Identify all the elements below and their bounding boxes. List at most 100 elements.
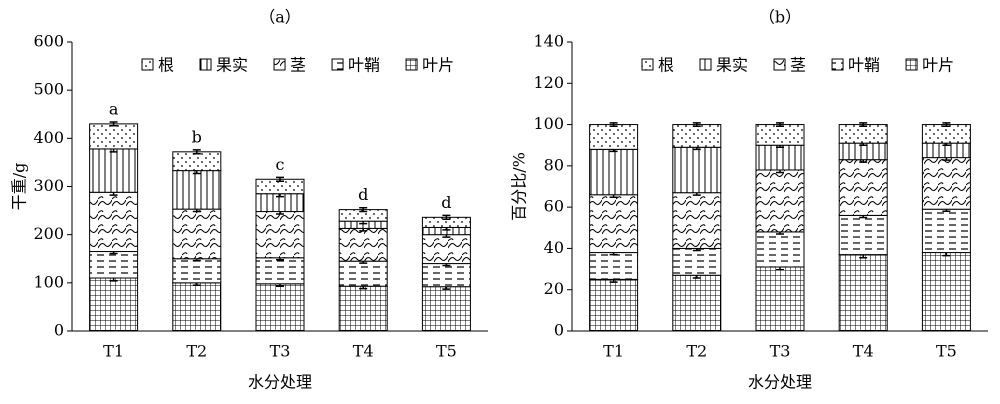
x-tick-label: T3	[770, 342, 791, 361]
error-bar	[609, 122, 618, 127]
legend-swatch	[831, 58, 844, 71]
bar-segment	[89, 251, 139, 279]
bar-segment	[672, 247, 722, 276]
error-bar	[859, 122, 868, 127]
bar-segment	[921, 157, 971, 210]
significance-label: a	[109, 99, 119, 118]
legend-label: 果实	[716, 56, 748, 75]
bar-segment	[589, 148, 639, 196]
chart-title: （b）	[759, 8, 801, 27]
y-axis-label: 百分比/%	[510, 152, 529, 221]
y-tick-label: 140	[533, 32, 564, 51]
x-tick-label: T1	[103, 342, 124, 361]
y-tick-label: 20	[544, 279, 564, 298]
error-bar	[276, 176, 284, 182]
bar-segment	[755, 266, 805, 332]
bar-segment	[921, 124, 971, 144]
legend-label: 根	[658, 56, 674, 75]
bar-segment	[172, 170, 222, 210]
x-axis-label: 水分处理	[248, 373, 312, 392]
bar-segment	[838, 159, 888, 216]
legend-swatch	[405, 58, 418, 71]
legend-label: 叶片	[922, 56, 954, 75]
bar-segment	[589, 278, 639, 332]
chart-title: （a）	[259, 8, 301, 27]
y-tick-label: 400	[33, 128, 64, 147]
bar-segment	[172, 151, 222, 172]
bar-segment	[921, 208, 971, 254]
error-bar	[192, 149, 201, 155]
bar-segment	[755, 124, 805, 146]
significance-label: b	[192, 127, 202, 146]
x-tick-label: T2	[186, 342, 207, 361]
legend-swatch	[641, 58, 654, 71]
bar-segment	[755, 169, 805, 233]
bar-segment	[589, 194, 639, 254]
legend-label: 根	[158, 56, 174, 75]
y-tick-label: 60	[544, 197, 564, 216]
bar-segment	[421, 286, 471, 332]
x-axis-label: 水分处理	[748, 373, 812, 392]
x-tick-label: T5	[436, 342, 457, 361]
legend-swatch	[905, 58, 918, 71]
legend-label: 茎	[290, 56, 306, 75]
bar-segment	[421, 263, 471, 288]
bar-segment	[755, 144, 805, 171]
bar-segment	[421, 234, 471, 265]
x-tick-label: T2	[686, 342, 707, 361]
y-tick-label: 40	[544, 238, 564, 257]
x-tick-label: T4	[353, 342, 374, 361]
bar-segment	[89, 277, 139, 332]
legend-label: 叶片	[422, 56, 454, 75]
legend-swatch	[699, 58, 712, 71]
legend-swatch	[141, 58, 154, 71]
x-tick-label: T5	[936, 342, 957, 361]
error-bar	[109, 121, 118, 127]
bar-segment	[172, 282, 222, 332]
x-tick-label: T3	[270, 342, 291, 361]
y-tick-label: 300	[33, 176, 64, 195]
significance-label: d	[358, 185, 368, 204]
x-tick-label: T4	[853, 342, 874, 361]
error-bar	[776, 122, 784, 127]
bar-segment	[589, 124, 639, 150]
bar-segment	[838, 254, 888, 332]
bar-segment	[255, 211, 305, 259]
bar-segment	[255, 257, 305, 285]
y-tick-label: 600	[33, 32, 64, 51]
legend-swatch	[273, 58, 286, 71]
y-tick-label: 0	[54, 321, 64, 340]
bar-segment	[338, 285, 388, 332]
y-tick-label: 100	[33, 272, 64, 291]
error-bar	[442, 214, 451, 221]
bar-segment	[172, 208, 222, 260]
bar-segment	[89, 123, 139, 150]
error-bar	[359, 206, 368, 213]
y-tick-label: 500	[33, 80, 64, 99]
y-tick-label: 80	[544, 155, 564, 174]
x-tick-label: T1	[603, 342, 624, 361]
legend-swatch	[199, 58, 212, 71]
y-tick-label: 200	[33, 224, 64, 243]
error-bar	[692, 122, 701, 127]
legend-label: 叶鞘	[348, 56, 380, 75]
bar-segment	[338, 227, 388, 262]
bar-segment	[921, 252, 971, 332]
bar-segment	[89, 191, 139, 253]
bar-segment	[672, 124, 722, 148]
bar-segment	[672, 146, 722, 194]
bar-segment	[755, 231, 805, 268]
significance-label: d	[441, 193, 451, 212]
bar-segment	[838, 214, 888, 256]
legend-label: 叶鞘	[848, 56, 880, 75]
bar-segment	[672, 274, 722, 332]
bar-segment	[89, 148, 139, 193]
legend-swatch	[773, 58, 786, 71]
legend-label: 果实	[216, 56, 248, 75]
bar-segment	[838, 124, 888, 144]
y-tick-label: 100	[533, 114, 564, 133]
y-tick-label: 120	[533, 73, 564, 92]
bar-segment	[172, 258, 222, 284]
bar-segment	[338, 260, 388, 287]
